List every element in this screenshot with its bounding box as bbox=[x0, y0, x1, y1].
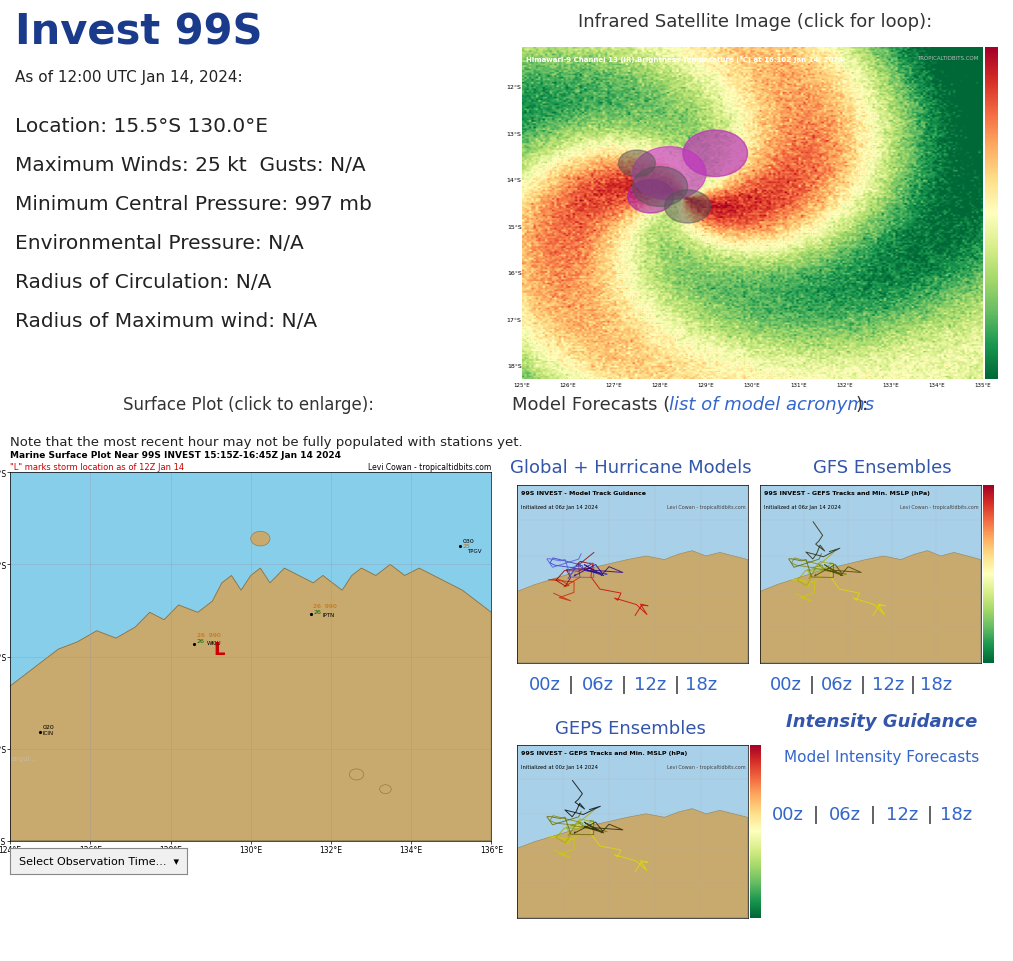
Text: As of 12:00 UTC Jan 14, 2024:: As of 12:00 UTC Jan 14, 2024: bbox=[15, 70, 242, 85]
Polygon shape bbox=[10, 565, 491, 841]
Text: Himawari-9 Channel 13 (IR) Brightness Temperature (°C) at 16:10Z Jan 14, 2024: Himawari-9 Channel 13 (IR) Brightness Te… bbox=[527, 57, 844, 63]
Text: Levi Cowan - tropicaltidbits.com: Levi Cowan - tropicaltidbits.com bbox=[900, 505, 979, 510]
Text: 15°S: 15°S bbox=[506, 225, 522, 230]
Text: |: | bbox=[808, 676, 814, 694]
Text: 12°S: 12°S bbox=[506, 86, 522, 90]
Polygon shape bbox=[517, 809, 748, 918]
Circle shape bbox=[380, 785, 391, 794]
Text: 18z: 18z bbox=[921, 676, 952, 694]
Text: 26  990: 26 990 bbox=[313, 604, 337, 608]
Text: Select Observation Time...  ▾: Select Observation Time... ▾ bbox=[19, 856, 179, 867]
Text: Initialized at 00z Jan 14 2024: Initialized at 00z Jan 14 2024 bbox=[522, 764, 599, 769]
Text: 132°E: 132°E bbox=[836, 382, 853, 387]
Text: 18z: 18z bbox=[686, 676, 717, 694]
Text: 020: 020 bbox=[43, 724, 55, 728]
Text: Model Intensity Forecasts: Model Intensity Forecasts bbox=[784, 749, 980, 764]
Circle shape bbox=[628, 181, 674, 214]
Polygon shape bbox=[760, 551, 981, 663]
Text: 128°E: 128°E bbox=[651, 382, 669, 387]
Text: 99S INVEST - GEFS Tracks and Min. MSLP (hPa): 99S INVEST - GEFS Tracks and Min. MSLP (… bbox=[764, 491, 930, 496]
Text: 00z: 00z bbox=[529, 676, 560, 694]
Text: Maximum Winds: 25 kt  Gusts: N/A: Maximum Winds: 25 kt Gusts: N/A bbox=[15, 156, 366, 175]
Text: GEPS Ensembles: GEPS Ensembles bbox=[555, 720, 706, 737]
Text: angul...: angul... bbox=[10, 755, 36, 761]
Text: Marine Surface Plot Near 99S INVEST 15:15Z-16:45Z Jan 14 2024: Marine Surface Plot Near 99S INVEST 15:1… bbox=[10, 451, 341, 460]
Text: Global + Hurricane Models: Global + Hurricane Models bbox=[510, 458, 752, 476]
Text: 12z: 12z bbox=[872, 676, 904, 694]
Text: TROPICALTIDBITS.COM: TROPICALTIDBITS.COM bbox=[917, 57, 978, 62]
Text: Surface Plot (click to enlarge):: Surface Plot (click to enlarge): bbox=[123, 396, 374, 414]
Text: 00z: 00z bbox=[770, 676, 802, 694]
Text: Note that the most recent hour may not be fully populated with stations yet.: Note that the most recent hour may not b… bbox=[10, 435, 523, 449]
Text: WKIU: WKIU bbox=[207, 641, 221, 646]
Text: 127°E: 127°E bbox=[606, 382, 622, 387]
Text: Intensity Guidance: Intensity Guidance bbox=[786, 713, 978, 730]
Text: 125°E: 125°E bbox=[514, 382, 530, 387]
Circle shape bbox=[665, 190, 711, 224]
Text: ICIN: ICIN bbox=[43, 730, 54, 735]
Text: 126°E: 126°E bbox=[559, 382, 576, 387]
Circle shape bbox=[349, 769, 364, 780]
Text: |: | bbox=[911, 676, 916, 694]
Text: |: | bbox=[568, 676, 574, 694]
Text: 134°E: 134°E bbox=[928, 382, 945, 387]
Text: 25: 25 bbox=[462, 543, 470, 548]
Text: 18z: 18z bbox=[940, 805, 972, 824]
Text: 26: 26 bbox=[197, 638, 205, 643]
Circle shape bbox=[251, 531, 269, 547]
Text: Minimum Central Pressure: 997 mb: Minimum Central Pressure: 997 mb bbox=[15, 194, 372, 213]
Text: |: | bbox=[621, 676, 627, 694]
Text: 00z: 00z bbox=[772, 805, 803, 824]
Text: Model Forecasts (: Model Forecasts ( bbox=[512, 396, 670, 414]
Text: |: | bbox=[859, 676, 865, 694]
Text: Levi Cowan - tropicaltidbits.com: Levi Cowan - tropicaltidbits.com bbox=[368, 462, 491, 472]
Text: Radius of Maximum wind: N/A: Radius of Maximum wind: N/A bbox=[15, 311, 317, 331]
Text: Levi Cowan - tropicaltidbits.com: Levi Cowan - tropicaltidbits.com bbox=[667, 764, 746, 769]
Text: IPTN: IPTN bbox=[323, 612, 335, 617]
Text: |: | bbox=[927, 805, 933, 824]
Text: 14°S: 14°S bbox=[506, 178, 522, 184]
Text: 030: 030 bbox=[462, 538, 474, 543]
Text: TPGV: TPGV bbox=[467, 548, 482, 553]
Text: 18°S: 18°S bbox=[506, 364, 522, 369]
Text: Initialized at 06z Jan 14 2024: Initialized at 06z Jan 14 2024 bbox=[522, 505, 599, 510]
Text: Location: 15.5°S 130.0°E: Location: 15.5°S 130.0°E bbox=[15, 117, 267, 136]
Text: GFS Ensembles: GFS Ensembles bbox=[812, 458, 951, 476]
Circle shape bbox=[632, 148, 706, 201]
Text: 135°E: 135°E bbox=[975, 382, 991, 387]
Text: Initialized at 06z Jan 14 2024: Initialized at 06z Jan 14 2024 bbox=[764, 505, 841, 510]
Text: 06z: 06z bbox=[581, 676, 614, 694]
Text: 26: 26 bbox=[313, 609, 321, 614]
Text: list of model acronyms: list of model acronyms bbox=[669, 396, 873, 414]
Text: 133°E: 133°E bbox=[882, 382, 899, 387]
Text: 99S INVEST - Model Track Guidance: 99S INVEST - Model Track Guidance bbox=[522, 491, 646, 496]
Text: |: | bbox=[813, 805, 820, 824]
Text: |: | bbox=[870, 805, 876, 824]
Text: 17°S: 17°S bbox=[506, 317, 522, 322]
Text: Environmental Pressure: N/A: Environmental Pressure: N/A bbox=[15, 234, 304, 253]
Circle shape bbox=[619, 151, 655, 178]
Circle shape bbox=[632, 167, 688, 208]
Text: 130°E: 130°E bbox=[744, 382, 761, 387]
Text: |: | bbox=[674, 676, 680, 694]
Text: 131°E: 131°E bbox=[790, 382, 806, 387]
Text: 16°S: 16°S bbox=[506, 271, 522, 276]
Text: Invest 99S: Invest 99S bbox=[15, 12, 262, 54]
Text: 13°S: 13°S bbox=[506, 132, 522, 136]
Text: 12z: 12z bbox=[885, 805, 918, 824]
Text: Radius of Circulation: N/A: Radius of Circulation: N/A bbox=[15, 273, 271, 291]
Text: 129°E: 129°E bbox=[698, 382, 714, 387]
Text: Levi Cowan - tropicaltidbits.com: Levi Cowan - tropicaltidbits.com bbox=[667, 505, 746, 510]
Text: 99S INVEST - GEPS Tracks and Min. MSLP (hPa): 99S INVEST - GEPS Tracks and Min. MSLP (… bbox=[522, 750, 688, 755]
Polygon shape bbox=[517, 551, 748, 663]
Circle shape bbox=[683, 131, 748, 178]
Text: 26  990: 26 990 bbox=[197, 632, 221, 637]
Text: Infrared Satellite Image (click for loop):: Infrared Satellite Image (click for loop… bbox=[577, 12, 932, 31]
Text: L: L bbox=[214, 640, 225, 658]
Text: 12z: 12z bbox=[634, 676, 667, 694]
Text: "L" marks storm location as of 12Z Jan 14: "L" marks storm location as of 12Z Jan 1… bbox=[10, 462, 184, 472]
Text: 06z: 06z bbox=[822, 676, 853, 694]
Text: 06z: 06z bbox=[829, 805, 861, 824]
Text: ):: ): bbox=[856, 396, 869, 414]
